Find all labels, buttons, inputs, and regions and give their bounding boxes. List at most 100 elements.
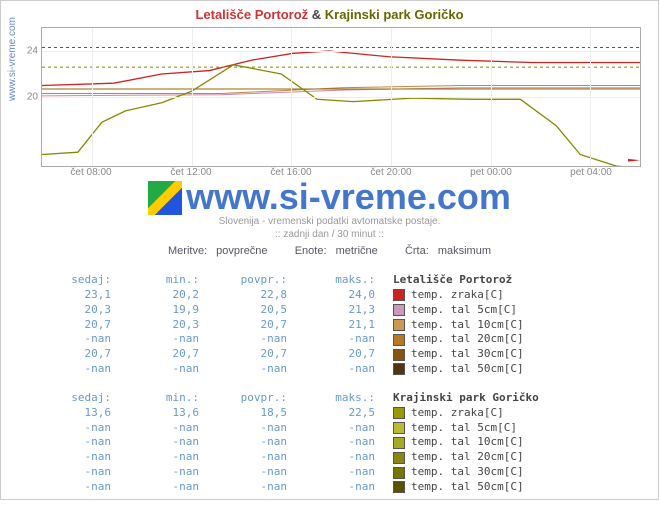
cell: -nan (217, 332, 305, 347)
legend-label: temp. tal 10cm[C] (411, 318, 524, 333)
y-tick: 24 (18, 46, 38, 57)
cell: 20,7 (217, 318, 305, 333)
legend-entry: temp. tal 10cm[C] (393, 435, 524, 450)
table-row: -nan-nan-nan-nantemp. tal 30cm[C] (41, 465, 638, 480)
legend-label: temp. tal 5cm[C] (411, 303, 517, 318)
legend-entry: temp. zraka[C] (393, 288, 504, 303)
cell: 20,3 (129, 318, 217, 333)
cell: 24,0 (305, 288, 393, 303)
chart-plot-area: 2024 (41, 27, 641, 167)
cell: -nan (41, 362, 129, 377)
cell: -nan (41, 435, 129, 450)
col-header: maks.: (305, 273, 393, 288)
cell: -nan (129, 480, 217, 495)
x-tick: pet 00:00 (470, 167, 512, 178)
cell: -nan (305, 435, 393, 450)
cell: -nan (129, 435, 217, 450)
series-p1-zraka (42, 51, 640, 86)
legend-entry: temp. tal 20cm[C] (393, 450, 524, 465)
table-2: sedaj:min.:povpr.:maks.:Krajinski park G… (41, 391, 638, 495)
cell: 22,5 (305, 406, 393, 421)
cell: 20,7 (129, 347, 217, 362)
cell: -nan (217, 435, 305, 450)
meta-line-type: Črta: maksimum (405, 245, 491, 257)
col-header: sedaj: (41, 391, 129, 406)
x-tick: čet 16:00 (270, 167, 311, 178)
title-sep: & (312, 7, 321, 22)
table-row: 20,720,720,720,7temp. tal 30cm[C] (41, 347, 638, 362)
series-p1-tal10 (42, 86, 640, 94)
cell: -nan (217, 465, 305, 480)
color-swatch (393, 437, 405, 449)
legend-label: temp. tal 20cm[C] (411, 450, 524, 465)
cell: 20,5 (217, 303, 305, 318)
cell: 20,7 (41, 318, 129, 333)
color-swatch (393, 334, 405, 346)
x-axis-labels: čet 08:00čet 12:00čet 16:00čet 20:00pet … (41, 167, 641, 181)
table-row: 20,720,320,721,1temp. tal 10cm[C] (41, 318, 638, 333)
cell: -nan (41, 421, 129, 436)
table-row: -nan-nan-nan-nantemp. tal 5cm[C] (41, 421, 638, 436)
meta-line: Meritve: povprečne Enote: metrične Črta:… (1, 245, 658, 257)
table-1: sedaj:min.:povpr.:maks.:Letališče Portor… (41, 273, 638, 377)
legend-label: temp. tal 20cm[C] (411, 332, 524, 347)
color-swatch (393, 407, 405, 419)
cell: -nan (41, 480, 129, 495)
cell: -nan (129, 450, 217, 465)
col-header: min.: (129, 391, 217, 406)
cell: 23,1 (41, 288, 129, 303)
x-tick: pet 04:00 (570, 167, 612, 178)
x-tick: čet 20:00 (370, 167, 411, 178)
table-row: -nan-nan-nan-nantemp. tal 50cm[C] (41, 480, 638, 495)
color-swatch (393, 363, 405, 375)
cell: 13,6 (41, 406, 129, 421)
cell: 20,2 (129, 288, 217, 303)
cell: -nan (217, 421, 305, 436)
cell: -nan (217, 480, 305, 495)
table-header: sedaj:min.:povpr.:maks.:Letališče Portor… (41, 273, 638, 288)
cell: -nan (305, 332, 393, 347)
cell: -nan (305, 362, 393, 377)
cell: 13,6 (129, 406, 217, 421)
col-header: povpr.: (217, 273, 305, 288)
chart-title: Letališče Portorož & Krajinski park Gori… (1, 1, 658, 24)
color-swatch (393, 467, 405, 479)
col-header: min.: (129, 273, 217, 288)
caption-line-1: Slovenija - vremenski podatki avtomatske… (1, 215, 658, 228)
table-title: Krajinski park Goričko (393, 391, 539, 406)
cell: 20,7 (305, 347, 393, 362)
cell: 20,3 (41, 303, 129, 318)
cell: -nan (41, 450, 129, 465)
table-title: Letališče Portorož (393, 273, 512, 288)
legend-label: temp. tal 30cm[C] (411, 465, 524, 480)
table-row: 13,613,618,522,5temp. zraka[C] (41, 406, 638, 421)
cell: -nan (305, 421, 393, 436)
cell: -nan (129, 362, 217, 377)
cell: 21,3 (305, 303, 393, 318)
cell: -nan (129, 421, 217, 436)
cell: -nan (217, 450, 305, 465)
table-row: -nan-nan-nan-nantemp. tal 20cm[C] (41, 332, 638, 347)
cell: 20,7 (41, 347, 129, 362)
color-swatch (393, 319, 405, 331)
legend-entry: temp. tal 30cm[C] (393, 465, 524, 480)
color-swatch (393, 349, 405, 361)
color-swatch (393, 452, 405, 464)
cell: -nan (305, 480, 393, 495)
data-tables: sedaj:min.:povpr.:maks.:Letališče Portor… (41, 273, 638, 509)
col-header: sedaj: (41, 273, 129, 288)
cell: -nan (305, 465, 393, 480)
cell: 21,1 (305, 318, 393, 333)
meta-units: Enote: metrične (295, 245, 378, 257)
table-row: -nan-nan-nan-nantemp. tal 10cm[C] (41, 435, 638, 450)
chart-caption: Slovenija - vremenski podatki avtomatske… (1, 215, 658, 241)
x-tick: čet 08:00 (70, 167, 111, 178)
col-header: povpr.: (217, 391, 305, 406)
color-swatch (393, 304, 405, 316)
cell: -nan (129, 465, 217, 480)
cell: 19,9 (129, 303, 217, 318)
y-tick: 20 (18, 92, 38, 103)
legend-entry: temp. tal 50cm[C] (393, 362, 524, 377)
legend-label: temp. tal 5cm[C] (411, 421, 517, 436)
color-swatch (393, 289, 405, 301)
